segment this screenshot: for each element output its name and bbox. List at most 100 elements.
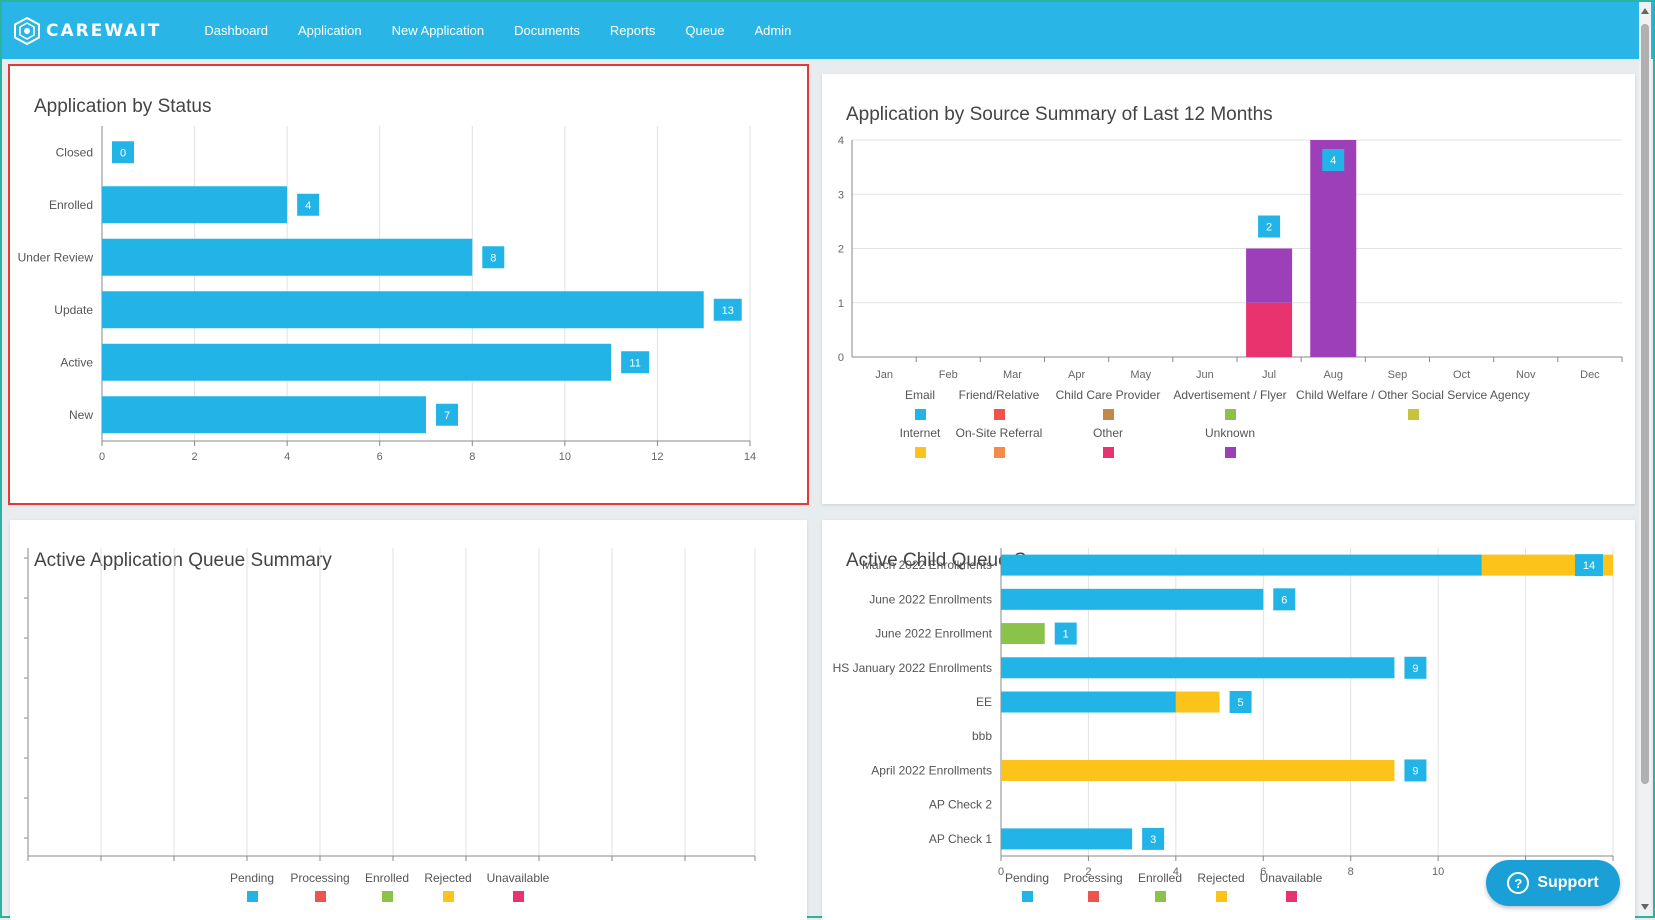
source-x-tick-label: Aug: [1323, 369, 1343, 381]
source-legend-label: Child Welfare / Other Social Service Age…: [1296, 388, 1530, 402]
childq-bar-pending: [1001, 657, 1395, 679]
page-scrollbar[interactable]: [1639, 2, 1651, 916]
childq-bar-pending: [1001, 828, 1133, 850]
childq-x-tick-label: 10: [1432, 866, 1444, 878]
source-legend-swatch: [1103, 409, 1114, 420]
nav-new-application[interactable]: New Application: [391, 23, 485, 38]
source-legend-label: Friend/Relative: [959, 388, 1040, 402]
source-legend-swatch: [1408, 409, 1419, 420]
help-icon: ?: [1507, 872, 1530, 894]
source-legend-label: Child Care Provider: [1056, 388, 1161, 402]
carewait-logo[interactable]: CAREWAIT: [14, 16, 161, 45]
status-card: Application by Status 0 2 4 6 8 10 12 14 Closed 0…: [8, 64, 809, 505]
childq-legend-label: Rejected: [1197, 871, 1244, 885]
appq-legend-swatch: [247, 891, 258, 902]
source-y-tick-label: 1: [838, 298, 844, 310]
childq-bar-pending: [1001, 588, 1264, 610]
childq-total-label-bg: [1404, 656, 1427, 679]
nav-application[interactable]: Application: [298, 23, 362, 38]
source-x-tick-label: Oct: [1453, 369, 1470, 381]
source-y-tick-label: 3: [838, 189, 844, 201]
source-x-tick-label: Jun: [1196, 369, 1214, 381]
source-card-title: Application by Source Summary of Last 12…: [846, 104, 1273, 125]
childq-legend-label: Unavailable: [1260, 871, 1323, 885]
source-card: Application by Source Summary of Last 12…: [822, 74, 1635, 504]
childq-x-tick-label: 8: [1348, 866, 1354, 878]
source-legend-label: Other: [1093, 426, 1123, 440]
childq-legend-label: Pending: [1005, 871, 1049, 885]
scrollbar-thumb[interactable]: [1641, 24, 1649, 784]
nav-documents[interactable]: Documents: [514, 23, 580, 38]
childq-total-label-bg: [1142, 827, 1165, 850]
status-category-label: New: [69, 408, 93, 422]
support-button[interactable]: ? Support: [1486, 860, 1620, 906]
status-value-label-bg: [482, 246, 505, 269]
scroll-down-arrow-icon[interactable]: [1641, 904, 1649, 910]
appq-legend-label: Rejected: [424, 871, 471, 885]
status-value-label-bg: [621, 351, 650, 374]
support-label: Support: [1537, 874, 1599, 891]
status-value-label: 13: [722, 305, 734, 317]
source-legend-swatch: [915, 447, 926, 458]
status-card-title: Application by Status: [34, 96, 212, 117]
source-y-tick-label: 4: [838, 135, 844, 147]
nav-dashboard[interactable]: Dashboard: [204, 23, 269, 38]
childq-total-label: 3: [1150, 834, 1156, 846]
source-legend-label: Unknown: [1205, 426, 1255, 440]
childq-legend-swatch: [1286, 891, 1297, 902]
appq-legend-label: Processing: [290, 871, 349, 885]
status-x-tick-label: 2: [192, 451, 198, 463]
source-total-label-bg: [1258, 215, 1281, 238]
status-bar-update: [102, 291, 704, 329]
status-value-label-bg: [436, 403, 458, 426]
scroll-up-arrow-icon[interactable]: [1641, 8, 1649, 14]
childq-legend-swatch: [1216, 891, 1227, 902]
source-legend-label: Email: [905, 388, 935, 402]
source-legend-swatch: [1225, 409, 1236, 420]
status-category-label: Closed: [56, 145, 93, 159]
childq-legend-label: Processing: [1063, 871, 1122, 885]
childq-total-label-bg: [1054, 622, 1077, 645]
source-legend-swatch: [1225, 447, 1236, 458]
source-legend-label: On-Site Referral: [956, 426, 1043, 440]
source-x-tick-label: Sep: [1388, 369, 1408, 381]
source-total-label: 2: [1266, 222, 1272, 234]
childq-total-label: 14: [1583, 560, 1595, 572]
childq-category-label: EE: [976, 695, 992, 709]
status-x-tick-label: 6: [377, 451, 383, 463]
status-chart: 0 2 4 6 8 10 12 14 Closed 0 Enrolled 4 Under Review 8…: [18, 126, 756, 463]
childq-x-tick-label: 6: [1260, 866, 1266, 878]
source-legend-label: Advertisement / Flyer: [1173, 388, 1286, 402]
status-bar-new: [102, 396, 426, 434]
app-queue-card: Active Application Queue Summary Pending…: [10, 520, 807, 920]
source-x-tick-label: Apr: [1068, 369, 1085, 381]
source-bar-jul-other: [1246, 302, 1293, 357]
status-value-label: 7: [444, 410, 450, 422]
app-queue-chart: Pending Processing Enrolled Rejected Unavail…: [24, 548, 756, 902]
status-value-label: 0: [120, 147, 126, 159]
status-category-label: Update: [54, 303, 93, 317]
status-value-label-bg: [297, 193, 320, 216]
nav-admin[interactable]: Admin: [754, 23, 792, 38]
app-queue-card-title: Active Application Queue Summary: [34, 550, 332, 571]
status-x-tick-label: 14: [744, 451, 756, 463]
source-chart: 0 1 2 3 4 Jan Feb Mar Apr May Jun Jul 2 Aug 4 Sep Oct Nov…: [838, 135, 1623, 458]
nav-reports[interactable]: Reports: [609, 23, 656, 38]
source-bar-jul-unknown: [1246, 248, 1293, 303]
appq-legend-swatch: [315, 891, 326, 902]
status-bar-enrolled: [102, 186, 288, 224]
childq-total-label: 9: [1412, 765, 1418, 777]
status-category-label: Enrolled: [49, 198, 93, 212]
nav-queue[interactable]: Queue: [685, 23, 725, 38]
status-x-tick-label: 8: [469, 451, 475, 463]
appq-legend-label: Enrolled: [365, 871, 409, 885]
appq-legend-swatch: [513, 891, 524, 902]
childq-legend-swatch: [1022, 891, 1033, 902]
childq-category-label: June 2022 Enrollments: [869, 592, 992, 606]
child-queue-card: Active Child Queue Summary 0 2 4 6 8 10 March …: [822, 520, 1635, 920]
childq-legend-swatch: [1155, 891, 1166, 902]
childq-legend-swatch: [1088, 891, 1099, 902]
childq-total-label-bg: [1229, 691, 1252, 713]
top-navbar: CAREWAIT Dashboard Application New Appli…: [2, 2, 1653, 59]
status-x-tick-label: 12: [651, 451, 663, 463]
